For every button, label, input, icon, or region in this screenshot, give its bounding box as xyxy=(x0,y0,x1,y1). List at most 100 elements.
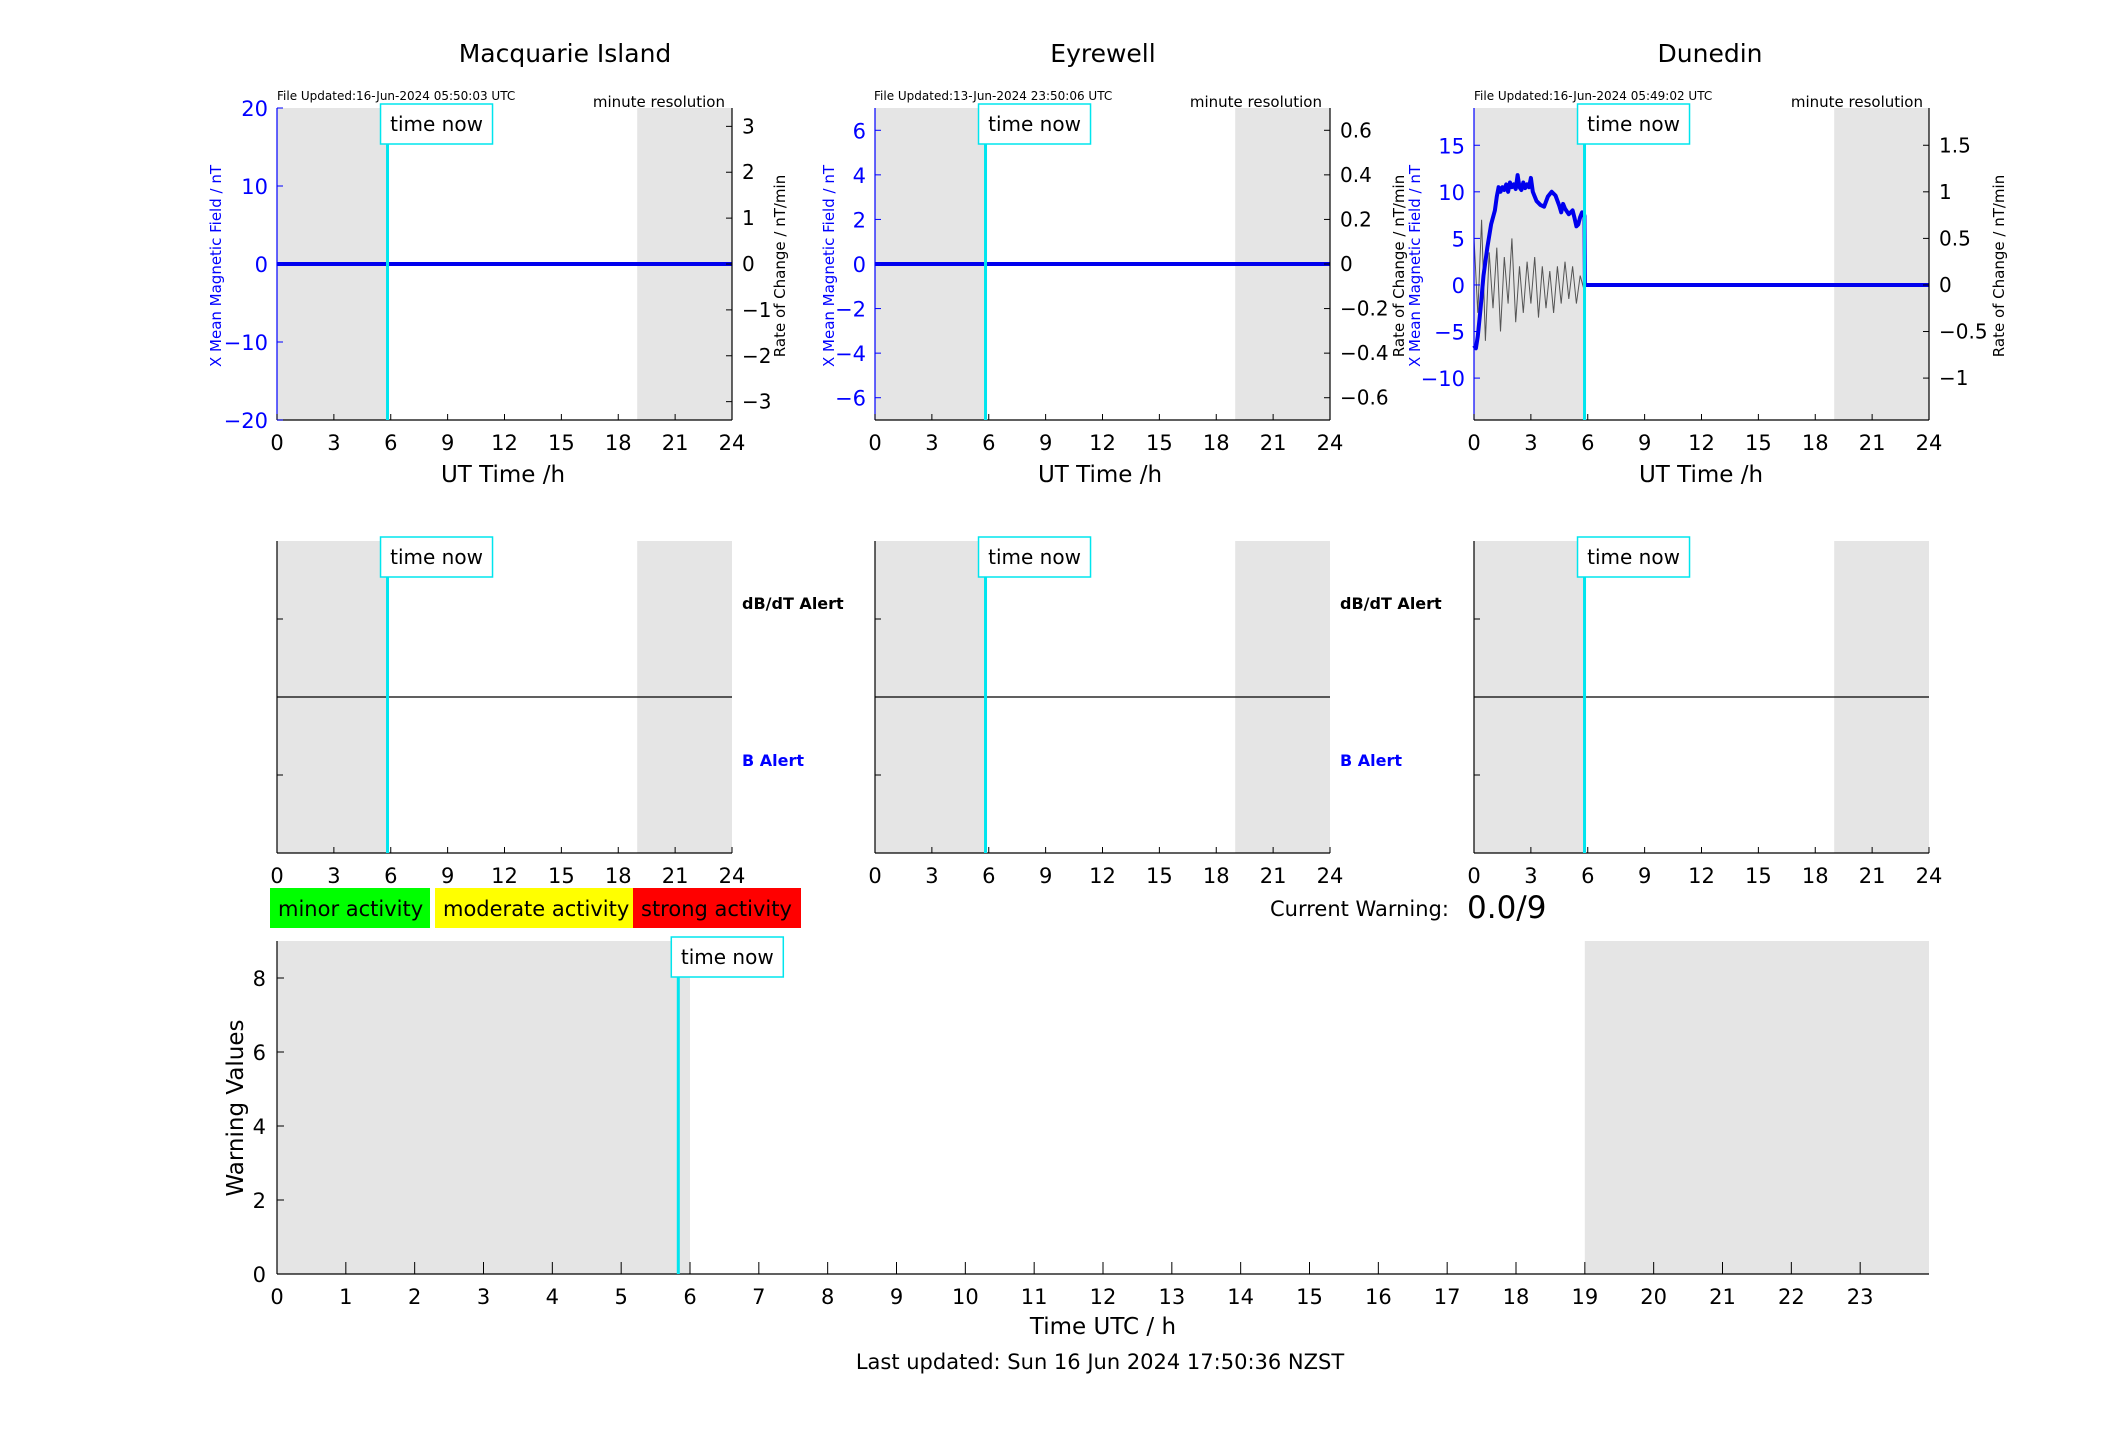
x-tick-label: 18 xyxy=(1802,431,1829,455)
y-tick-label-left: 0 xyxy=(255,253,268,277)
y-axis-label-left: X Mean Magnetic Field / nT xyxy=(207,164,225,367)
x-tick-label: 6 xyxy=(982,864,995,888)
x-axis-label: UT Time /h xyxy=(1038,462,1162,488)
x-tick-label: 0 xyxy=(1467,864,1480,888)
x-tick-label: 10 xyxy=(952,1285,979,1309)
y-axis-label: Warning Values xyxy=(223,1019,249,1196)
time-now-box xyxy=(379,536,494,578)
x-tick-label: 3 xyxy=(1524,864,1537,888)
x-tick-label: 9 xyxy=(1039,431,1052,455)
station-panel-dunedin: Dunedin File Updated:16-Jun-2024 05:49:0… xyxy=(1390,39,2008,488)
file-updated-label: File Updated:16-Jun-2024 05:50:03 UTC xyxy=(277,89,515,103)
x-tick-label: 20 xyxy=(1640,1285,1667,1309)
night-shade xyxy=(277,941,690,1274)
y-tick-label-left: −5 xyxy=(1434,321,1465,345)
b-alert-label: B Alert xyxy=(742,751,804,770)
minor-activity-label: minor activity xyxy=(278,897,423,921)
y-tick-label-right: 0.5 xyxy=(1939,226,1971,250)
x-tick-label: 0 xyxy=(270,1285,283,1309)
y-tick-label: 4 xyxy=(253,1115,266,1139)
x-tick-label: 18 xyxy=(605,864,632,888)
rate-of-change-series xyxy=(1473,219,1585,341)
y-tick-label-right: 0 xyxy=(742,252,755,276)
x-tick-label: 0 xyxy=(868,864,881,888)
current-warning-label: Current Warning: xyxy=(1270,897,1449,921)
dbdt-alert-label: dB/dT Alert xyxy=(1340,594,1442,613)
y-tick-label-left: 4 xyxy=(853,164,866,188)
y-tick-label-right: 0 xyxy=(1340,252,1353,276)
station-panel-eyrewell: Eyrewell File Updated:13-Jun-2024 23:50:… xyxy=(820,39,1389,488)
x-tick-label: 24 xyxy=(1317,431,1344,455)
time-now-box xyxy=(977,103,1092,145)
x-axis-label: UT Time /h xyxy=(441,462,565,488)
x-tick-label: 6 xyxy=(982,431,995,455)
y-tick-label-left: 6 xyxy=(853,119,866,143)
moderate-activity-label: moderate activity xyxy=(443,897,629,921)
y-tick-label-right: −0.5 xyxy=(1939,320,1988,344)
x-tick-label: 14 xyxy=(1227,1285,1254,1309)
x-tick-label: 0 xyxy=(1467,431,1480,455)
y-tick-label-left: 2 xyxy=(853,208,866,232)
warning-panel: 0 1 2 3 4 5 6 7 8 9 10 11 12 13 14 15 16 17 18 19 20 21 22 2302… xyxy=(223,936,1929,1340)
y-tick-label-right: −2 xyxy=(742,344,771,368)
x-tick-label: 3 xyxy=(327,431,340,455)
x-tick-label: 15 xyxy=(1745,864,1772,888)
x-tick-label: 4 xyxy=(546,1285,559,1309)
x-tick-label: 12 xyxy=(1090,1285,1117,1309)
x-tick-label: 18 xyxy=(1203,864,1230,888)
x-tick-label: 11 xyxy=(1021,1285,1048,1309)
x-tick-label: 5 xyxy=(614,1285,627,1309)
x-tick-label: 6 xyxy=(384,431,397,455)
x-tick-label: 22 xyxy=(1778,1285,1805,1309)
y-tick-label-right: −1 xyxy=(742,298,771,322)
x-tick-label: 16 xyxy=(1365,1285,1392,1309)
time-now-label: time now xyxy=(988,545,1081,569)
x-tick-label: 15 xyxy=(1296,1285,1323,1309)
y-tick-label: 8 xyxy=(253,967,266,991)
station-title: Eyrewell xyxy=(1050,39,1155,68)
x-tick-label: 18 xyxy=(1802,864,1829,888)
y-tick-label-left: 0 xyxy=(853,253,866,277)
y-tick-label: 0 xyxy=(253,1263,266,1287)
night-shade xyxy=(1584,941,1929,1274)
x-tick-label: 3 xyxy=(925,864,938,888)
y-tick-label-left: 20 xyxy=(241,97,268,121)
x-tick-label: 15 xyxy=(1146,864,1173,888)
y-tick-label-left: −20 xyxy=(224,409,268,433)
x-tick-label: 3 xyxy=(1524,431,1537,455)
alert-plot-area: 0 3 6 9 12 15 18 21 24 time now xyxy=(868,536,1343,888)
y-tick-label-right: 0.6 xyxy=(1340,118,1372,142)
y-tick-label-right: 2 xyxy=(742,160,755,184)
y-tick-label-right: 0 xyxy=(1939,273,1952,297)
x-tick-label: 19 xyxy=(1571,1285,1598,1309)
x-axis-label: Time UTC / h xyxy=(1029,1314,1176,1340)
x-tick-label: 9 xyxy=(1638,431,1651,455)
y-tick-label-left: 15 xyxy=(1438,134,1465,158)
x-tick-label: 6 xyxy=(1581,431,1594,455)
x-tick-label: 24 xyxy=(1916,864,1943,888)
x-tick-label: 9 xyxy=(441,431,454,455)
current-warning: Current Warning: 0.0/9 xyxy=(1270,890,1546,926)
x-tick-label: 12 xyxy=(491,864,518,888)
x-tick-label: 15 xyxy=(1745,431,1772,455)
field-plot-area: 0 3 6 9 12 15 18 21 24−6−4−20246−0.6−0.4−0.200.2… xyxy=(835,103,1389,455)
x-tick-label: 3 xyxy=(477,1285,490,1309)
x-tick-label: 24 xyxy=(719,864,746,888)
time-now-label: time now xyxy=(390,545,483,569)
y-tick-label: 2 xyxy=(253,1189,266,1213)
warning-plot-area: 0 1 2 3 4 5 6 7 8 9 10 11 12 13 14 15 16 17 18 19 20 21 22 2302… xyxy=(253,936,1929,1309)
time-now-label: time now xyxy=(1587,545,1680,569)
y-tick-label-left: −4 xyxy=(835,342,866,366)
time-now-box xyxy=(670,936,785,978)
x-tick-label: 23 xyxy=(1847,1285,1874,1309)
y-tick-label-right: 0.4 xyxy=(1340,163,1372,187)
x-tick-label: 12 xyxy=(491,431,518,455)
time-now-box xyxy=(977,536,1092,578)
x-tick-label: 12 xyxy=(1089,431,1116,455)
last-updated-footer: Last updated: Sun 16 Jun 2024 17:50:36 N… xyxy=(856,1350,1345,1374)
y-tick-label-right: 1 xyxy=(1939,180,1952,204)
alert-panel-eyrewell: 0 3 6 9 12 15 18 21 24 time now dB/dT Alert B Ale… xyxy=(868,536,1442,888)
time-now-box xyxy=(1576,536,1691,578)
resolution-label: minute resolution xyxy=(593,93,725,111)
x-tick-label: 3 xyxy=(327,864,340,888)
